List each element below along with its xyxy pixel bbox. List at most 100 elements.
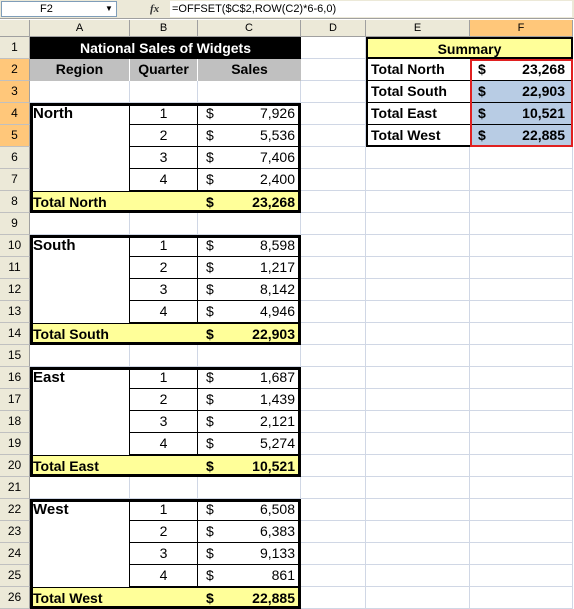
row-header-14[interactable]: 14: [0, 323, 30, 345]
sales-cell[interactable]: $7,406: [198, 147, 301, 169]
row-header-4[interactable]: 4: [0, 103, 30, 125]
row-header-22[interactable]: 22: [0, 499, 30, 521]
quarter-cell[interactable]: 1: [130, 499, 198, 521]
quarter-cell[interactable]: 3: [130, 147, 198, 169]
column-header-e[interactable]: E: [366, 20, 470, 37]
region-total-label-cell[interactable]: Total East: [30, 455, 198, 477]
gridline: [30, 212, 573, 213]
summary-label-cell[interactable]: Total East: [366, 103, 470, 125]
quarter-cell[interactable]: 1: [130, 367, 198, 389]
sales-cell[interactable]: $9,133: [198, 543, 301, 565]
column-header-d[interactable]: D: [301, 20, 366, 37]
region-total-value-cell[interactable]: $22,885: [198, 587, 301, 609]
column-header-b[interactable]: B: [130, 20, 198, 37]
sales-cell[interactable]: $1,217: [198, 257, 301, 279]
summary-value-cell[interactable]: $23,268: [470, 59, 573, 81]
sales-cell[interactable]: $6,383: [198, 521, 301, 543]
quarter-cell[interactable]: 1: [130, 103, 198, 125]
region-name-cell[interactable]: East: [30, 367, 130, 455]
quarter-cell[interactable]: 4: [130, 433, 198, 455]
summary-label-cell[interactable]: Total South: [366, 81, 470, 103]
header-quarter-cell[interactable]: Quarter: [130, 59, 198, 81]
sales-value: 1,687: [259, 369, 295, 385]
row-header-6[interactable]: 6: [0, 147, 30, 169]
quarter-cell[interactable]: 3: [130, 543, 198, 565]
quarter-cell[interactable]: 2: [130, 389, 198, 411]
quarter-cell[interactable]: 3: [130, 411, 198, 433]
formula-input[interactable]: =OFFSET($C$2,ROW(C2)*6-6,0): [170, 1, 572, 17]
row-header-12[interactable]: 12: [0, 279, 30, 301]
row-header-13[interactable]: 13: [0, 301, 30, 323]
row-header-25[interactable]: 25: [0, 565, 30, 587]
row-header-15[interactable]: 15: [0, 345, 30, 367]
row-header-19[interactable]: 19: [0, 433, 30, 455]
row-header-20[interactable]: 20: [0, 455, 30, 477]
chevron-down-icon[interactable]: ▼: [105, 4, 113, 13]
sales-cell[interactable]: $4,946: [198, 301, 301, 323]
sales-cell[interactable]: $1,439: [198, 389, 301, 411]
region-total-label-cell[interactable]: Total South: [30, 323, 198, 345]
sales-cell[interactable]: $8,598: [198, 235, 301, 257]
quarter-cell[interactable]: 2: [130, 521, 198, 543]
region-total-label-cell[interactable]: Total West: [30, 587, 198, 609]
select-all-corner[interactable]: [0, 20, 30, 37]
sales-cell[interactable]: $8,142: [198, 279, 301, 301]
region-total-label-cell[interactable]: Total North: [30, 191, 198, 213]
summary-label-cell[interactable]: Total North: [366, 59, 470, 81]
sales-cell[interactable]: $2,121: [198, 411, 301, 433]
row-header-8[interactable]: 8: [0, 191, 30, 213]
row-header-11[interactable]: 11: [0, 257, 30, 279]
currency-symbol: $: [206, 326, 214, 342]
sales-cell[interactable]: $5,274: [198, 433, 301, 455]
row-header-5[interactable]: 5: [0, 125, 30, 147]
currency-symbol: $: [206, 369, 214, 385]
region-name-cell[interactable]: North: [30, 103, 130, 191]
column-header-a[interactable]: A: [30, 20, 130, 37]
region-total-value-cell[interactable]: $10,521: [198, 455, 301, 477]
sales-cell[interactable]: $6,508: [198, 499, 301, 521]
summary-title-cell[interactable]: Summary: [366, 37, 573, 59]
row-header-17[interactable]: 17: [0, 389, 30, 411]
column-header-f[interactable]: F: [470, 20, 573, 37]
row-header-18[interactable]: 18: [0, 411, 30, 433]
region-total-value-cell[interactable]: $23,268: [198, 191, 301, 213]
sheet-title-cell[interactable]: National Sales of Widgets: [30, 37, 301, 59]
sales-cell[interactable]: $861: [198, 565, 301, 587]
sales-cell[interactable]: $2,400: [198, 169, 301, 191]
column-header-c[interactable]: C: [198, 20, 301, 37]
sales-cell[interactable]: $5,536: [198, 125, 301, 147]
region-name-cell[interactable]: West: [30, 499, 130, 587]
sales-cell[interactable]: $1,687: [198, 367, 301, 389]
row-header-1[interactable]: 1: [0, 37, 30, 59]
sales-value: 7,406: [259, 149, 295, 165]
summary-value-cell[interactable]: $10,521: [470, 103, 573, 125]
name-box[interactable]: F2 ▼: [1, 1, 117, 17]
summary-value-cell[interactable]: $22,903: [470, 81, 573, 103]
row-header-3[interactable]: 3: [0, 81, 30, 103]
quarter-cell[interactable]: 4: [130, 169, 198, 191]
quarter-cell[interactable]: 2: [130, 257, 198, 279]
quarter-cell[interactable]: 4: [130, 565, 198, 587]
fx-icon[interactable]: fx: [150, 3, 160, 15]
sales-cell[interactable]: $7,926: [198, 103, 301, 125]
quarter-cell[interactable]: 3: [130, 279, 198, 301]
row-header-23[interactable]: 23: [0, 521, 30, 543]
header-sales-cell[interactable]: Sales: [198, 59, 301, 81]
quarter-cell[interactable]: 2: [130, 125, 198, 147]
row-header-10[interactable]: 10: [0, 235, 30, 257]
row-header-2[interactable]: 2: [0, 59, 30, 81]
row-header-21[interactable]: 21: [0, 477, 30, 499]
quarter-cell[interactable]: 1: [130, 235, 198, 257]
quarter-cell[interactable]: 4: [130, 301, 198, 323]
region-name-cell[interactable]: South: [30, 235, 130, 323]
row-header-7[interactable]: 7: [0, 169, 30, 191]
region-total-value-cell[interactable]: $22,903: [198, 323, 301, 345]
row-header-9[interactable]: 9: [0, 213, 30, 235]
summary-label-cell[interactable]: Total West: [366, 125, 470, 147]
summary-value-cell[interactable]: $22,885: [470, 125, 573, 147]
row-header-16[interactable]: 16: [0, 367, 30, 389]
header-region-cell[interactable]: Region: [30, 59, 130, 81]
row-header-24[interactable]: 24: [0, 543, 30, 565]
currency-symbol: $: [206, 590, 214, 606]
